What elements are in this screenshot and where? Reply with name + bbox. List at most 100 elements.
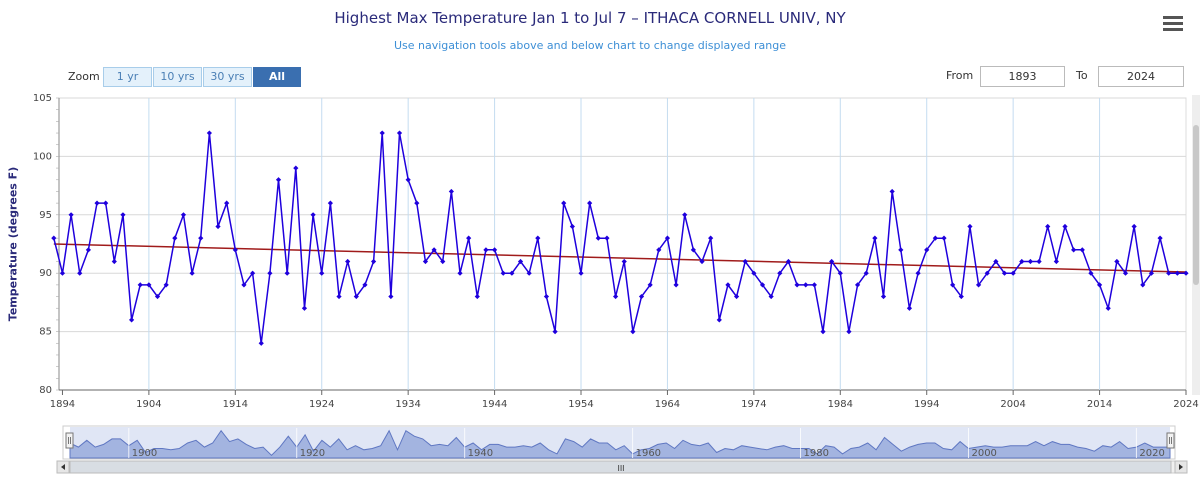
- data-point: [491, 247, 498, 253]
- navigator-tick-label: 1900: [132, 448, 157, 459]
- data-point: [612, 293, 619, 300]
- navigator-left-handle: [65, 432, 74, 449]
- zoom-1yr-button[interactable]: 1 yr: [103, 67, 152, 87]
- data-point: [215, 223, 221, 230]
- data-point: [310, 212, 316, 218]
- data-point: [958, 293, 964, 300]
- data-point: [1079, 247, 1085, 253]
- page-scrollbar[interactable]: [1192, 95, 1200, 395]
- data-point: [785, 258, 792, 265]
- data-point: [716, 317, 722, 323]
- data-point: [206, 130, 212, 136]
- data-point: [846, 329, 852, 335]
- x-tick-label: 1904: [136, 399, 161, 410]
- data-point: [198, 235, 204, 241]
- from-input[interactable]: 1893: [980, 66, 1065, 87]
- data-point: [811, 282, 817, 288]
- data-point: [1174, 270, 1180, 276]
- zoom-all-button[interactable]: All: [253, 67, 301, 87]
- data-point: [120, 212, 126, 218]
- data-point: [51, 235, 57, 241]
- x-axis-ticks: 1894 1904 1914 1924 1934 1944 1954 1964 1974 1984…: [50, 390, 1199, 410]
- data-point: [103, 200, 109, 206]
- data-point: [889, 188, 895, 195]
- data-point: [604, 235, 610, 241]
- data-point: [880, 293, 887, 300]
- data-point: [111, 258, 117, 265]
- data-point: [267, 270, 273, 276]
- zoom-10yrs-button[interactable]: 10 yrs: [153, 67, 202, 87]
- data-point: [457, 270, 463, 276]
- data-point: [405, 177, 411, 183]
- data-point: [1157, 235, 1163, 241]
- data-point: [975, 282, 982, 288]
- data-point: [1001, 270, 1008, 276]
- data-point: [483, 247, 489, 253]
- data-point: [768, 293, 774, 300]
- scroll-grip-icon: III: [617, 464, 624, 473]
- data-point: [708, 235, 714, 241]
- hamburger-menu-icon[interactable]: [1163, 16, 1183, 34]
- trend-line: [53, 243, 1187, 273]
- series-line: [53, 132, 1186, 344]
- data-point: [1019, 258, 1025, 265]
- data-point: [509, 270, 515, 276]
- data-point: [440, 258, 446, 265]
- data-point: [241, 282, 247, 288]
- x-tick-label: 1974: [741, 399, 766, 410]
- data-point: [690, 247, 696, 253]
- data-point: [803, 282, 809, 288]
- data-point: [448, 188, 454, 195]
- data-point: [656, 247, 662, 253]
- data-point: [284, 270, 290, 276]
- data-point: [1105, 305, 1111, 311]
- navigator-tick-label: 2000: [971, 448, 996, 459]
- data-point: [1148, 270, 1155, 276]
- data-point: [396, 130, 403, 136]
- data-point: [1053, 258, 1059, 265]
- horizontal-scrollbar: III: [56, 460, 1188, 474]
- data-point: [1062, 223, 1068, 230]
- data-point: [915, 270, 921, 276]
- data-point: [699, 258, 705, 265]
- data-point: [1114, 258, 1120, 265]
- data-point: [1122, 270, 1129, 276]
- navigator-ticks: 1900 1920 1940 1960 1980 2000 2020: [128, 428, 1165, 459]
- data-point: [1045, 223, 1051, 230]
- data-point: [725, 282, 731, 288]
- from-label: From: [946, 69, 974, 82]
- navigator: 1900 1920 1940 1960 1980 2000 2020: [62, 425, 1176, 460]
- data-point: [733, 293, 740, 300]
- to-input[interactable]: 2024: [1098, 66, 1184, 87]
- x-tick-label: 2024: [1173, 399, 1198, 410]
- data-point: [500, 270, 506, 276]
- data-point: [275, 177, 282, 183]
- navigator-right-handle: [1166, 432, 1175, 449]
- data-point: [474, 293, 480, 300]
- data-point: [1088, 270, 1094, 276]
- data-point: [751, 270, 757, 276]
- data-point: [336, 293, 342, 300]
- data-point: [647, 282, 653, 288]
- data-point: [578, 270, 584, 276]
- data-point: [1036, 258, 1042, 265]
- x-tick-label: 1954: [568, 399, 593, 410]
- data-point: [906, 305, 913, 311]
- x-tick-label: 1984: [828, 399, 853, 410]
- data-point: [1010, 270, 1016, 276]
- data-point: [94, 200, 100, 206]
- zoom-label: Zoom: [68, 70, 100, 83]
- data-point: [301, 305, 308, 311]
- data-point: [1096, 282, 1103, 288]
- data-point: [146, 282, 152, 288]
- scroll-right-arrow-icon: [1179, 464, 1183, 470]
- page-scrollbar-thumb[interactable]: [1193, 125, 1199, 285]
- data-point: [1027, 258, 1034, 265]
- scrollbar-thumb: [69, 460, 1172, 474]
- data-point: [137, 282, 143, 288]
- data-point: [154, 293, 161, 300]
- y-tick-label: 85: [39, 327, 52, 338]
- data-point: [232, 247, 238, 253]
- zoom-30yrs-button[interactable]: 30 yrs: [203, 67, 252, 87]
- x-tick-label: 1964: [655, 399, 680, 410]
